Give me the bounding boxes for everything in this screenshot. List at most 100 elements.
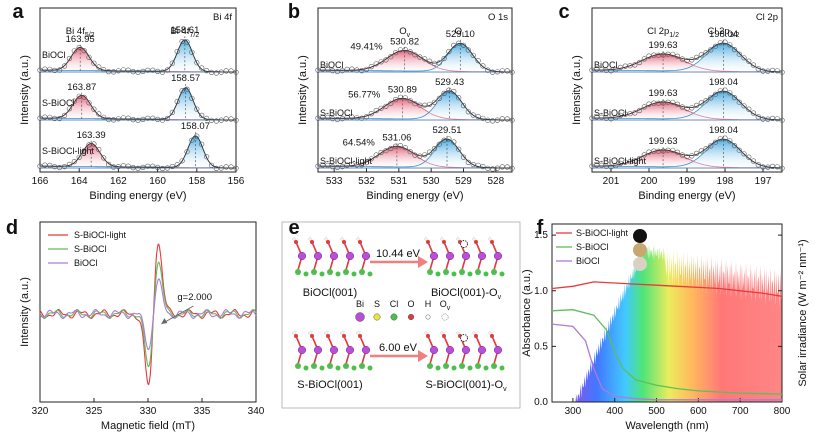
y-axis-label-d: Intensity (a.u.) <box>19 277 31 347</box>
data-point-b <box>334 164 341 170</box>
series-label-a: BiOCl <box>42 50 66 60</box>
x-tick-label-c: 200 <box>641 176 658 187</box>
bi-atom <box>345 345 355 355</box>
data-point-c <box>693 150 700 156</box>
x-tick-label-a: 158 <box>188 176 205 187</box>
data-point-b <box>465 159 471 165</box>
x-axis-label-a: Binding energy (eV) <box>89 190 186 202</box>
cl-atom <box>491 363 497 369</box>
data-point-a <box>159 165 166 172</box>
data-point-c <box>741 151 747 157</box>
y-axis-label-b: Intensity (a.u.) <box>297 55 309 125</box>
data-point-b <box>397 94 404 100</box>
legend-label-e: Bi <box>356 299 364 309</box>
data-point-a <box>140 68 146 74</box>
data-point-b <box>494 69 501 75</box>
h-atom <box>292 237 296 241</box>
cl-atom <box>327 363 333 369</box>
data-point-c <box>613 162 619 169</box>
data-point-a <box>101 67 107 73</box>
data-point-b <box>460 102 467 109</box>
data-point-c <box>589 115 595 121</box>
x-tick-label-c: 201 <box>603 176 620 187</box>
data-point-c <box>727 90 733 96</box>
data-point-c <box>679 104 685 110</box>
data-point-b <box>383 148 389 154</box>
cl-atom <box>467 365 473 371</box>
data-point-c <box>641 152 647 158</box>
data-point-a <box>164 115 170 122</box>
x-tick-label-b: 530 <box>423 176 440 187</box>
data-point-c <box>674 101 681 107</box>
cl-atom <box>359 363 365 369</box>
data-point-b <box>354 162 360 168</box>
data-point-a <box>96 64 102 70</box>
data-point-b <box>354 67 360 73</box>
data-point-c <box>679 56 685 62</box>
peak-value-c: 198.04 <box>709 29 738 40</box>
series-label-c: S-BiOCl <box>594 108 627 118</box>
data-point-c <box>750 158 757 164</box>
cl-atom <box>443 269 449 275</box>
data-point-a <box>115 68 121 74</box>
data-point-b <box>490 166 496 172</box>
bi-atom <box>313 251 323 261</box>
data-point-a <box>169 163 175 170</box>
data-point-a <box>76 93 82 99</box>
cl-atom <box>451 271 457 277</box>
legend-atom-e <box>441 313 449 321</box>
cl-atom <box>295 363 301 369</box>
peak-value-c: 199.63 <box>649 88 678 99</box>
cl-atom <box>435 271 441 277</box>
x-tick-label-a: 166 <box>32 176 49 187</box>
data-point-a <box>91 106 97 112</box>
cl-atom <box>311 269 317 275</box>
peak-value-b: 530.82 <box>390 36 419 47</box>
x-tick-label-d: 340 <box>248 406 265 417</box>
epr-line-BiOCl <box>39 278 257 351</box>
data-point-c <box>617 112 624 118</box>
data-point-c <box>608 68 614 74</box>
data-point-c <box>746 106 752 112</box>
ov-percent-b: 56.77% <box>348 89 381 100</box>
data-point-c <box>693 54 700 61</box>
cl-atom <box>427 269 433 275</box>
data-point-b <box>417 54 423 60</box>
data-point-b <box>330 68 336 74</box>
data-point-a <box>135 117 141 123</box>
data-point-b <box>436 95 442 101</box>
data-point-b <box>315 115 321 121</box>
data-point-b <box>373 152 379 158</box>
bi-atom <box>493 345 503 355</box>
data-point-c <box>779 69 785 75</box>
bi-atom <box>461 251 471 261</box>
data-point-b <box>465 109 471 115</box>
data-point-a <box>184 149 190 155</box>
absorbance-line-BiOCl <box>551 323 782 401</box>
x-tick-label-b: 528 <box>487 176 504 187</box>
series-label-b: BiOCl <box>320 60 344 70</box>
data-point-b <box>417 102 423 108</box>
legend-label-e: Ov <box>440 299 451 312</box>
data-point-b <box>407 98 413 104</box>
peak-value-b: 529.43 <box>435 77 464 88</box>
panel-label-b: b <box>288 1 300 23</box>
cl-atom <box>459 269 465 275</box>
data-point-a <box>189 95 195 101</box>
data-point-b <box>446 87 452 93</box>
o-atom <box>294 240 298 244</box>
h-atom <box>308 331 312 335</box>
data-point-a <box>213 165 219 171</box>
data-point-b <box>441 90 447 96</box>
data-point-c <box>750 62 757 68</box>
structure-label-bottom-right: S-BiOCl(001)-Ov <box>425 379 507 393</box>
data-point-a <box>42 114 48 120</box>
h-atom <box>440 237 444 241</box>
data-point-b <box>427 149 433 155</box>
data-point-a <box>86 100 92 106</box>
data-point-b <box>325 66 331 72</box>
series-label-a: S-BiOCl <box>42 98 75 108</box>
cl-atom <box>295 269 301 275</box>
data-point-a <box>47 114 53 120</box>
data-point-a <box>228 164 234 170</box>
